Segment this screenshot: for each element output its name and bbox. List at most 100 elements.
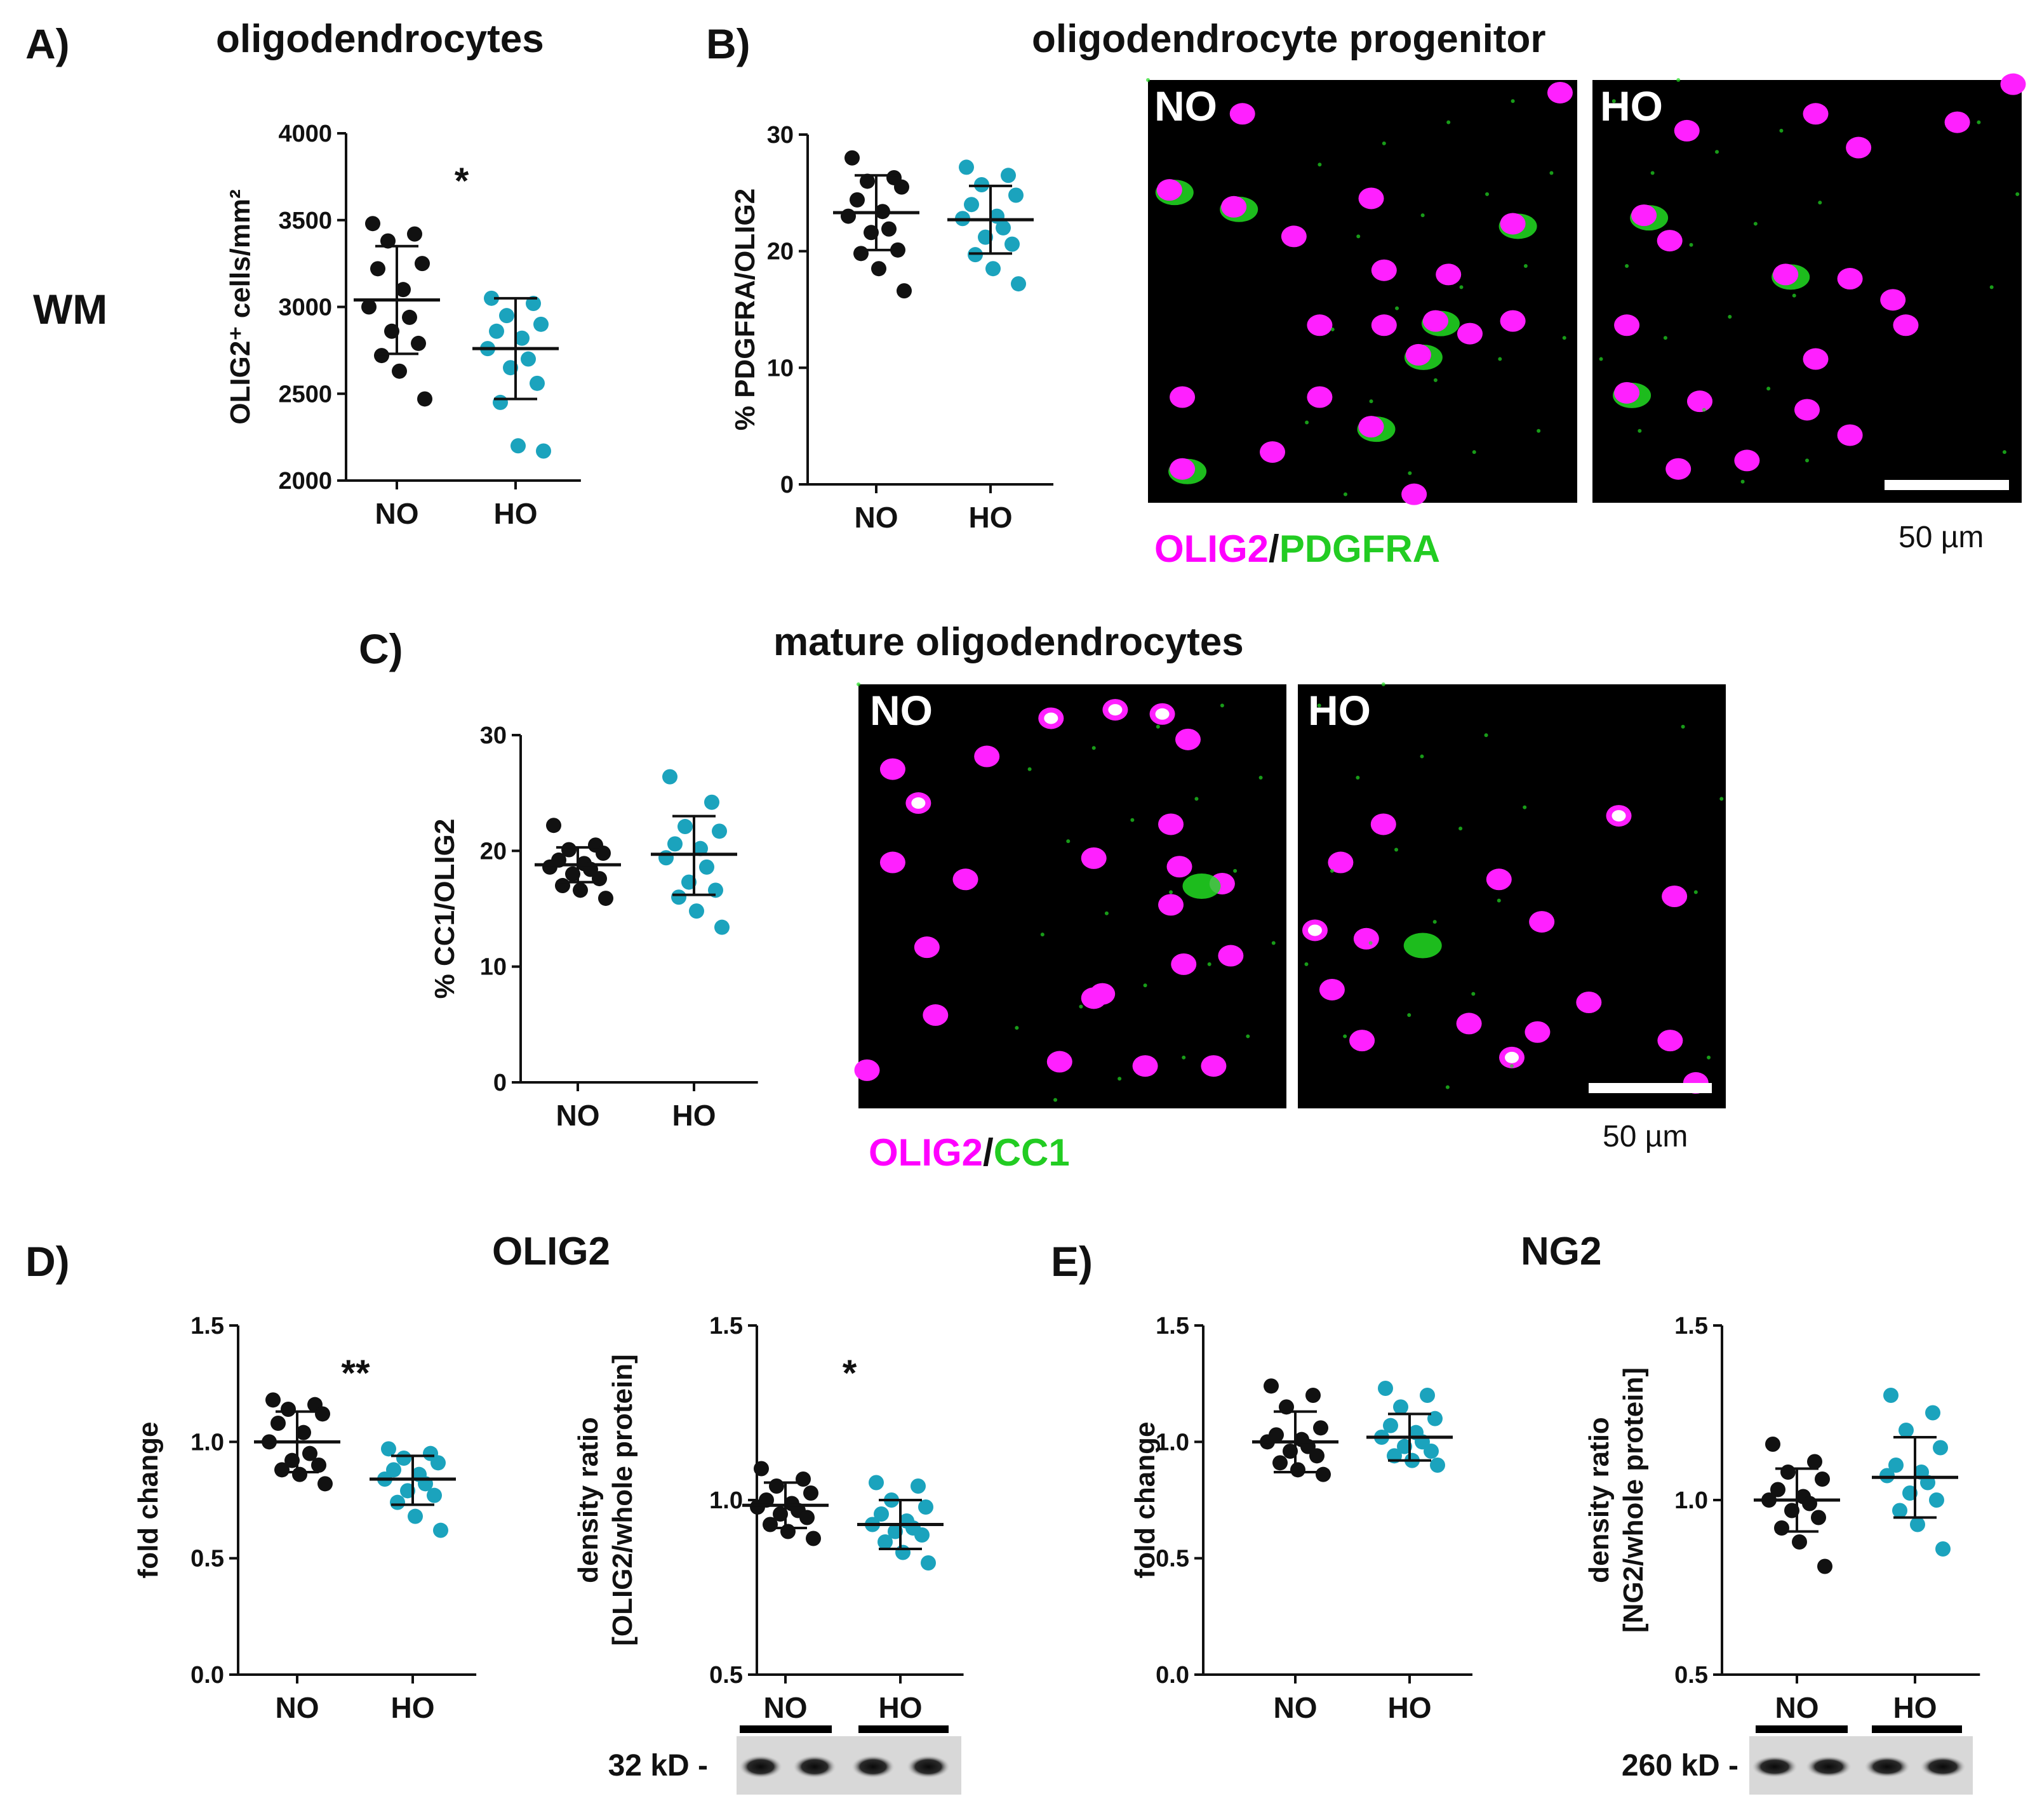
data-point-ho xyxy=(878,1534,893,1550)
pdgfra-speck xyxy=(1753,222,1758,226)
y-tick-label: 20 xyxy=(480,838,507,865)
data-point-no xyxy=(302,1445,317,1461)
data-point-ho xyxy=(704,794,719,810)
blot-d-band xyxy=(907,1755,950,1778)
x-tick-label: HO xyxy=(969,501,1013,534)
blot-e-band xyxy=(1752,1756,1798,1777)
olig2-nucleus xyxy=(1046,1051,1072,1073)
scale-label-c: 50 µm xyxy=(1603,1120,1688,1153)
data-point-ho xyxy=(1378,1381,1393,1396)
blot-d-band xyxy=(851,1755,895,1778)
y-tick-label: 0.5 xyxy=(1674,1662,1708,1689)
olig2-nucleus xyxy=(1358,416,1384,438)
pdgfra-speck xyxy=(1407,1013,1411,1018)
pdgfra-speck xyxy=(1382,141,1386,145)
pdgfra-speck xyxy=(1343,492,1347,496)
olig2-nucleus xyxy=(1837,268,1863,290)
olig2-nucleus xyxy=(1170,458,1196,480)
pdgfra-speck xyxy=(1977,120,1981,124)
region-label: WM xyxy=(33,286,107,333)
data-point-ho xyxy=(667,836,683,852)
data-point-ho xyxy=(1883,1388,1899,1403)
chart-pdgfra-percent: 0 10 20 30 NO HO % PDGFRA/OLIG2 xyxy=(730,122,1053,534)
x-tick-label: HO xyxy=(1893,1691,1937,1724)
olig2-nucleus xyxy=(1734,449,1760,472)
pdgfra-speck xyxy=(1485,192,1490,196)
pdgfra-speck xyxy=(1015,1026,1019,1030)
data-point-no xyxy=(897,283,912,299)
data-point-no xyxy=(402,309,417,325)
data-point-no xyxy=(850,192,865,208)
data-point-ho xyxy=(427,1487,442,1503)
olig2-nucleus xyxy=(1803,348,1829,370)
pdgfra-speck xyxy=(1066,839,1071,844)
pdgfra-speck xyxy=(1233,868,1238,873)
pdgfra-speck xyxy=(1395,306,1399,310)
y-tick-label: 1.0 xyxy=(709,1487,743,1514)
pdgfra-speck xyxy=(1510,1064,1514,1068)
y-tick-label: 4000 xyxy=(278,121,332,147)
data-point-no xyxy=(392,363,407,379)
pdgfra-speck xyxy=(1989,285,1994,289)
olig2-nucleus xyxy=(1657,230,1683,252)
chart-olig2-cells: 2000 2500 3000 3500 4000 NO HO OLIG2⁺ cells/mm²… xyxy=(225,121,581,530)
olig2-nucleus xyxy=(1132,1055,1158,1077)
legend-c: OLIG2/CC1 xyxy=(869,1131,1070,1174)
colocalized-cell xyxy=(911,797,926,809)
data-point-ho xyxy=(1929,1492,1944,1508)
chart-olig2-fold-change: 0.0 0.5 1.0 1.5 NO HO fold change ** xyxy=(133,1313,477,1724)
data-point-no xyxy=(317,1476,333,1492)
olig2-nucleus xyxy=(1371,259,1397,281)
olig2-nucleus xyxy=(1353,927,1379,950)
data-point-ho xyxy=(530,375,545,391)
pdgfra-speck xyxy=(1271,941,1276,945)
data-point-ho xyxy=(1008,187,1024,203)
blot-e-band xyxy=(1806,1756,1852,1777)
pdgfra-speck xyxy=(1459,285,1464,289)
data-point-ho xyxy=(1892,1503,1907,1518)
pdgfra-speck xyxy=(1693,890,1698,894)
blot-e-band xyxy=(1864,1756,1910,1777)
olig2-nucleus xyxy=(1500,310,1526,332)
olig2-nucleus xyxy=(1631,204,1657,227)
pdgfra-speck xyxy=(1523,805,1527,809)
pdgfra-speck xyxy=(1497,898,1501,903)
data-point-ho xyxy=(671,889,686,905)
pdgfra-speck xyxy=(1472,450,1476,455)
olig2-nucleus xyxy=(1486,868,1512,891)
x-tick-label: HO xyxy=(1388,1691,1432,1724)
data-point-ho xyxy=(396,1451,411,1466)
legend-b: OLIG2/PDGFRA xyxy=(1154,528,1440,570)
pdgfra-speck xyxy=(1207,962,1211,966)
data-point-no xyxy=(1264,1378,1279,1394)
pdgfra-speck xyxy=(1394,847,1399,852)
blot-ng2: 260 kD - xyxy=(1622,1725,1973,1795)
data-point-no xyxy=(361,299,377,315)
pdgfra-speck xyxy=(1143,983,1147,988)
data-point-ho xyxy=(712,823,727,839)
y-axis-label: [NG2/whole protein] xyxy=(1618,1367,1649,1633)
data-point-ho xyxy=(869,1475,884,1491)
pdgfra-speck xyxy=(1356,234,1361,239)
x-tick-label: NO xyxy=(1775,1691,1819,1724)
pdgfra-speck xyxy=(1432,920,1437,924)
data-point-no xyxy=(274,1462,290,1478)
pdgfra-speck xyxy=(1420,213,1425,218)
pdgfra-speck xyxy=(1156,724,1160,729)
data-point-ho xyxy=(1430,1458,1445,1473)
y-tick-label: 1.5 xyxy=(1674,1313,1708,1339)
blot-d-size-label: 32 kD - xyxy=(608,1749,708,1783)
x-tick-label: NO xyxy=(375,497,419,530)
data-point-no xyxy=(265,1392,281,1408)
pdgfra-speck xyxy=(1562,336,1566,340)
olig2-nucleus xyxy=(923,1004,949,1026)
data-point-no xyxy=(1774,1520,1789,1536)
data-point-no xyxy=(1765,1437,1780,1452)
panel-d-title: OLIG2 xyxy=(492,1230,610,1273)
olig2-nucleus xyxy=(1218,945,1244,967)
data-point-no xyxy=(871,261,886,277)
y-axis-label: fold change xyxy=(133,1422,164,1579)
olig2-nucleus xyxy=(1158,894,1184,916)
data-point-ho xyxy=(996,220,1011,236)
blot-e-size-label: 260 kD - xyxy=(1622,1749,1738,1783)
